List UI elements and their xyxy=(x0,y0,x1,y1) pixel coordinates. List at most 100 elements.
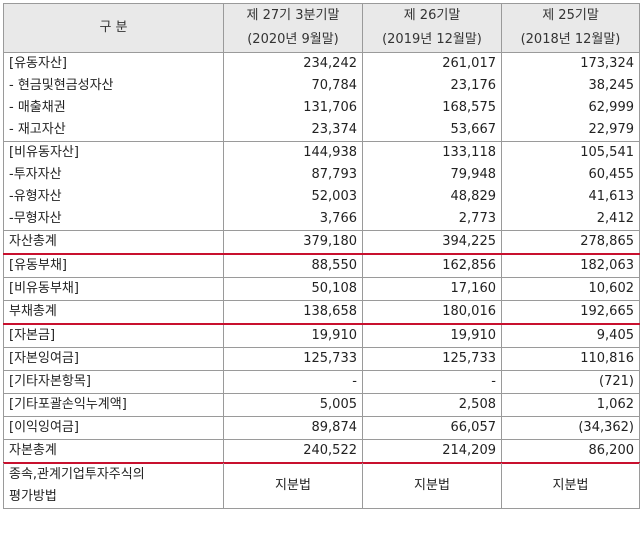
method-label-line2: 평가방법 xyxy=(9,489,57,504)
table-row: [비유동자산] 144,938 133,118 105,541 xyxy=(3,141,640,164)
row-value: 19,910 xyxy=(223,324,363,348)
row-value: 180,016 xyxy=(362,300,502,325)
row-label: [유동자산] xyxy=(3,52,224,75)
row-value: 23,374 xyxy=(223,119,363,142)
financial-summary-table: 구 분 제 27기 3분기말 제 26기말 제 25기말 (2020년 9월말)… xyxy=(3,3,640,509)
row-value: 23,176 xyxy=(362,75,502,97)
row-value: - xyxy=(223,370,363,394)
row-value: 182,063 xyxy=(501,254,640,278)
row-value: 9,405 xyxy=(501,324,640,348)
row-label: 자산총계 xyxy=(3,230,224,255)
table-row-total-liabilities: 부채총계 138,658 180,016 192,665 xyxy=(3,300,640,325)
row-value: 138,658 xyxy=(223,300,363,325)
table-row: - 현금및현금성자산 70,784 23,176 38,245 xyxy=(3,75,640,97)
row-label: 자본총계 xyxy=(3,439,224,464)
row-value: 168,575 xyxy=(362,97,502,119)
row-value: 278,865 xyxy=(501,230,640,255)
row-value: 87,793 xyxy=(223,164,363,186)
row-value: 1,062 xyxy=(501,393,640,417)
row-value: 53,667 xyxy=(362,119,502,142)
row-value: 131,706 xyxy=(223,97,363,119)
row-value: 10,602 xyxy=(501,277,640,301)
row-value: 261,017 xyxy=(362,52,502,75)
row-label: 부채총계 xyxy=(3,300,224,325)
header-row-2: (2020년 9월말) (2019년 12월말) (2018년 12월말) xyxy=(4,28,640,53)
row-value: 50,108 xyxy=(223,277,363,301)
row-value: (721) xyxy=(501,370,640,394)
row-value: 38,245 xyxy=(501,75,640,97)
row-label: [이익잉여금] xyxy=(3,416,224,440)
row-label: [기타포괄손익누계액] xyxy=(3,393,224,417)
row-value: 133,118 xyxy=(362,141,502,164)
row-value: 86,200 xyxy=(501,439,640,464)
header-period-3-line1: 제 25기말 xyxy=(501,3,640,28)
row-label: [유동부채] xyxy=(3,254,224,278)
row-value: (34,362) xyxy=(501,416,640,440)
header-gubun: 구 분 xyxy=(3,3,224,53)
header-period-1-line2: (2020년 9월말) xyxy=(223,28,363,53)
row-label: -투자자산 xyxy=(3,164,224,186)
header-period-1-line1: 제 27기 3분기말 xyxy=(223,3,363,28)
table-row: -무형자산 3,766 2,773 2,412 xyxy=(3,208,640,231)
row-value: 105,541 xyxy=(501,141,640,164)
row-value: 234,242 xyxy=(223,52,363,75)
table-row: [기타자본항목] - - (721) xyxy=(3,370,640,394)
row-label: [비유동자산] xyxy=(3,141,224,164)
row-label: [기타자본항목] xyxy=(3,370,224,394)
row-value: 2,508 xyxy=(362,393,502,417)
method-label-line1: 종속,관계기업투자주식의 xyxy=(9,467,145,482)
row-value: 17,160 xyxy=(362,277,502,301)
table-row-total-equity: 자본총계 240,522 214,209 86,200 xyxy=(3,439,640,464)
row-value: 89,874 xyxy=(223,416,363,440)
row-value: 5,005 xyxy=(223,393,363,417)
row-label: - 매출채권 xyxy=(3,97,224,119)
method-value: 지분법 xyxy=(362,463,502,509)
row-value: 214,209 xyxy=(362,439,502,464)
table-row: [기타포괄손익누계액] 5,005 2,508 1,062 xyxy=(3,393,640,417)
row-label: - 재고자산 xyxy=(3,119,224,142)
row-value: 60,455 xyxy=(501,164,640,186)
row-label: -유형자산 xyxy=(3,186,224,208)
row-value: - xyxy=(362,370,502,394)
row-value: 52,003 xyxy=(223,186,363,208)
table-row: [자본잉여금] 125,733 125,733 110,816 xyxy=(3,347,640,371)
table-row: - 재고자산 23,374 53,667 22,979 xyxy=(3,119,640,142)
header-row: 구 분 제 27기 3분기말 제 26기말 제 25기말 xyxy=(3,3,640,53)
row-label: [자본금] xyxy=(3,324,224,348)
table-row: [이익잉여금] 89,874 66,057 (34,362) xyxy=(3,416,640,440)
table-row: -유형자산 52,003 48,829 41,613 xyxy=(3,186,640,208)
row-value: 125,733 xyxy=(223,347,363,371)
row-label: [비유동부채] xyxy=(3,277,224,301)
row-value: 192,665 xyxy=(501,300,640,325)
row-value: 62,999 xyxy=(501,97,640,119)
table-row-total-assets: 자산총계 379,180 394,225 278,865 xyxy=(3,230,640,255)
row-value: 79,948 xyxy=(362,164,502,186)
header-period-2-line2: (2019년 12월말) xyxy=(362,28,502,53)
table-row: [자본금] 19,910 19,910 9,405 xyxy=(3,324,640,348)
row-value: 125,733 xyxy=(362,347,502,371)
header-period-2-line1: 제 26기말 xyxy=(362,3,502,28)
row-value: 66,057 xyxy=(362,416,502,440)
row-value: 240,522 xyxy=(223,439,363,464)
table-row: - 매출채권 131,706 168,575 62,999 xyxy=(3,97,640,119)
row-value: 3,766 xyxy=(223,208,363,231)
table-row: [비유동부채] 50,108 17,160 10,602 xyxy=(3,277,640,301)
method-value: 지분법 xyxy=(223,463,363,509)
row-value: 22,979 xyxy=(501,119,640,142)
row-label: - 현금및현금성자산 xyxy=(3,75,224,97)
row-value: 379,180 xyxy=(223,230,363,255)
row-value: 88,550 xyxy=(223,254,363,278)
method-value: 지분법 xyxy=(501,463,640,509)
row-value: 2,412 xyxy=(501,208,640,231)
table-row: [유동부채] 88,550 162,856 182,063 xyxy=(3,254,640,278)
row-label: -무형자산 xyxy=(3,208,224,231)
row-value: 173,324 xyxy=(501,52,640,75)
table-row: [유동자산] 234,242 261,017 173,324 xyxy=(3,52,640,75)
row-value: 110,816 xyxy=(501,347,640,371)
row-value: 41,613 xyxy=(501,186,640,208)
table-row: -투자자산 87,793 79,948 60,455 xyxy=(3,164,640,186)
row-value: 48,829 xyxy=(362,186,502,208)
row-value: 2,773 xyxy=(362,208,502,231)
row-value: 19,910 xyxy=(362,324,502,348)
row-value: 162,856 xyxy=(362,254,502,278)
